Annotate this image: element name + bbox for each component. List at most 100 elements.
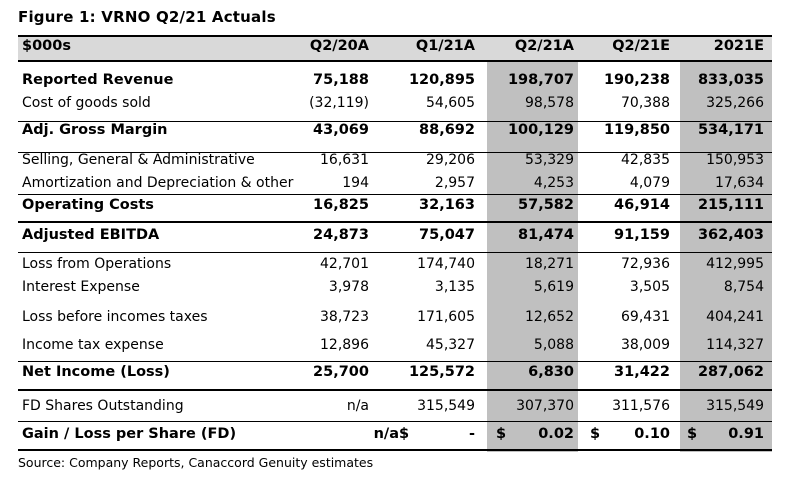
rule-after-ebitda: [18, 252, 772, 253]
table-header: [18, 35, 772, 62]
cell-2021e: 833,035: [697, 72, 764, 88]
cell-q1-21a: 88,692: [419, 122, 475, 138]
cell-q1-21a: 32,163: [419, 197, 475, 213]
cell-2021e: 412,995: [706, 256, 764, 272]
row-label: Adjusted EBITDA: [22, 227, 160, 243]
row-label: Reported Revenue: [22, 72, 174, 88]
row-label: Net Income (Loss): [22, 364, 170, 380]
col-header-q1-21a: Q1/21A: [415, 38, 475, 54]
cell-q2-21a: 98,578: [525, 95, 574, 111]
row-label: FD Shares Outstanding: [22, 398, 184, 414]
cell-q2-20a: 24,873: [313, 227, 369, 243]
col-header-q2-20a: Q2/20A: [309, 38, 369, 54]
cell-q1-21a: 54,605: [426, 95, 475, 111]
eps-currency-q2-21a: $: [496, 426, 507, 442]
cell-q2-21e: 190,238: [603, 72, 670, 88]
rule-before-eps: [18, 421, 772, 422]
eps-label: Gain / Loss per Share (FD): [22, 426, 237, 442]
row-label: Selling, General & Administrative: [22, 152, 255, 168]
cell-q2-21e: 69,431: [621, 309, 670, 325]
cell-q2-20a: 25,700: [313, 364, 369, 380]
cell-2021e: 17,634: [715, 175, 764, 191]
eps-2021e: 0.91: [728, 426, 764, 442]
cell-q2-21a: 307,370: [516, 398, 574, 414]
col-header-q2-21e: Q2/21E: [612, 38, 670, 54]
cell-q2-21a: 81,474: [518, 227, 574, 243]
eps-q1-21a: -: [468, 426, 475, 442]
cell-q2-21e: 31,422: [614, 364, 670, 380]
cell-q1-21a: 2,957: [434, 175, 475, 191]
cell-q2-20a: (32,119): [309, 95, 369, 111]
cell-q1-21a: 174,740: [417, 256, 475, 272]
cell-q1-21a: 315,549: [417, 398, 475, 414]
cell-2021e: 8,754: [723, 279, 764, 295]
rule-after-opcosts: [18, 221, 772, 223]
cell-q2-21a: 5,619: [533, 279, 574, 295]
col-header-2021e: 2021E: [713, 38, 764, 54]
cell-q2-21e: 72,936: [621, 256, 670, 272]
cell-q2-20a: n/a: [346, 398, 369, 414]
cell-q2-20a: 38,723: [320, 309, 369, 325]
eps-currency-q1-21a: $: [399, 426, 410, 442]
cell-q2-21a: 5,088: [533, 337, 574, 353]
cell-q2-21e: 46,914: [614, 197, 670, 213]
cell-q2-21a: 4,253: [533, 175, 574, 191]
cell-q2-21e: 3,505: [629, 279, 670, 295]
cell-q2-21a: 198,707: [507, 72, 574, 88]
row-label: Interest Expense: [22, 279, 140, 295]
cell-q2-21e: 70,388: [621, 95, 670, 111]
eps-currency-q2-21e: $: [590, 426, 601, 442]
shaded-column-q2-21a: [487, 62, 578, 452]
eps-q2-21e: 0.10: [634, 426, 670, 442]
eps-q2-20a: n/a: [373, 426, 399, 442]
cell-2021e: 362,403: [697, 227, 764, 243]
cell-q2-20a: 42,701: [320, 256, 369, 272]
cell-q2-20a: 75,188: [313, 72, 369, 88]
cell-q2-21e: 42,835: [621, 152, 670, 168]
cell-q2-20a: 16,631: [320, 152, 369, 168]
row-label: Loss from Operations: [22, 256, 172, 272]
cell-q2-20a: 3,978: [328, 279, 369, 295]
cell-q1-21a: 29,206: [426, 152, 475, 168]
source-note: Source: Company Reports, Canaccord Genui…: [18, 455, 374, 470]
cell-q2-21a: 18,271: [525, 256, 574, 272]
cell-2021e: 114,327: [706, 337, 764, 353]
cell-q1-21a: 171,605: [417, 309, 475, 325]
cell-q2-21e: 38,009: [621, 337, 670, 353]
cell-q2-21e: 311,576: [612, 398, 670, 414]
shaded-column-2021e: [680, 62, 772, 452]
rule-after-net-income: [18, 389, 772, 391]
row-label: Income tax expense: [22, 337, 164, 353]
cell-2021e: 150,953: [706, 152, 764, 168]
rule-before-net-income: [18, 361, 772, 362]
row-label: Cost of goods sold: [22, 95, 151, 111]
cell-2021e: 325,266: [706, 95, 764, 111]
rule-before-opcosts: [18, 194, 772, 195]
cell-2021e: 534,171: [697, 122, 764, 138]
cell-q2-21a: 12,652: [525, 309, 574, 325]
eps-currency-2021e: $: [687, 426, 698, 442]
cell-q2-21a: 100,129: [507, 122, 574, 138]
row-label: Operating Costs: [22, 197, 154, 213]
cell-q1-21a: 45,327: [426, 337, 475, 353]
cell-q2-21a: 57,582: [518, 197, 574, 213]
row-label: Adj. Gross Margin: [22, 122, 168, 138]
cell-q2-20a: 16,825: [313, 197, 369, 213]
eps-q2-21a: 0.02: [538, 426, 574, 442]
cell-q2-21e: 91,159: [614, 227, 670, 243]
rule-before-sga: [18, 152, 772, 153]
rule-bottom: [18, 449, 772, 451]
cell-2021e: 404,241: [706, 309, 764, 325]
financial-table: $000s Q2/20A Q1/21A Q2/21A Q2/21E 2021E …: [18, 35, 772, 452]
cell-2021e: 315,549: [706, 398, 764, 414]
cell-2021e: 287,062: [697, 364, 764, 380]
cell-q1-21a: 3,135: [434, 279, 475, 295]
row-label: Loss before incomes taxes: [22, 309, 208, 325]
unit-label: $000s: [22, 38, 71, 54]
cell-q2-21e: 4,079: [629, 175, 670, 191]
figure-title: Figure 1: VRNO Q2/21 Actuals: [18, 8, 276, 26]
row-label: Amortization and Depreciation & other: [22, 175, 294, 191]
cell-q2-21e: 119,850: [603, 122, 670, 138]
cell-q2-20a: 12,896: [320, 337, 369, 353]
cell-q2-21a: 53,329: [525, 152, 574, 168]
